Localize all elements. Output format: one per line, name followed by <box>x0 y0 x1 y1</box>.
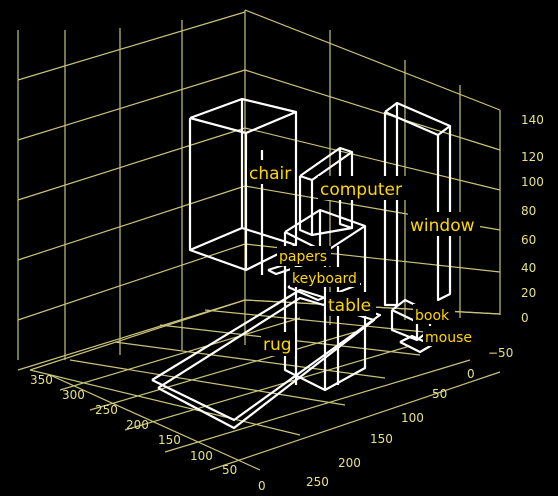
label-table-text: table <box>328 296 371 316</box>
label-chair: chair <box>247 160 291 184</box>
left-axis-ticks: 350 300 250 200 150 100 50 0 <box>30 373 266 493</box>
label-table: table <box>326 292 376 316</box>
left-tick: 350 <box>30 373 53 387</box>
left-tick: 200 <box>126 418 149 432</box>
bottom-right-axis-ticks: 250 200 150 100 50 0 −50 <box>306 346 513 489</box>
bottom-right-tick: −50 <box>488 346 513 360</box>
bottom-right-tick: 50 <box>432 387 447 401</box>
rug-box <box>151 288 382 430</box>
label-computer: computer <box>318 176 410 200</box>
left-tick: 250 <box>95 403 118 417</box>
bottom-right-tick: 250 <box>306 475 329 489</box>
label-window-text: window <box>410 216 475 236</box>
vertical-tick: 140 <box>521 113 544 127</box>
label-keyboard-text: keyboard <box>292 271 357 287</box>
bottom-right-tick: 200 <box>338 456 361 470</box>
left-tick: 300 <box>62 388 85 402</box>
left-tick: 150 <box>158 433 181 447</box>
bottom-right-tick: 150 <box>370 432 393 446</box>
vertical-tick: 80 <box>521 204 536 218</box>
label-rug: rug <box>261 332 295 356</box>
vertical-tick: 20 <box>521 286 536 300</box>
left-tick: 100 <box>190 449 213 463</box>
vertical-tick: 60 <box>521 233 536 247</box>
label-mouse: mouse <box>423 326 475 346</box>
vertical-tick: 120 <box>521 150 544 164</box>
left-tick: 50 <box>222 463 237 477</box>
label-window: window <box>408 212 480 236</box>
label-computer-text: computer <box>320 180 402 200</box>
vertical-tick: 100 <box>521 175 544 189</box>
label-chair-text: chair <box>249 164 291 184</box>
label-book-text: book <box>415 308 450 324</box>
vertical-tick: 40 <box>521 261 536 275</box>
label-book: book <box>413 304 455 324</box>
label-rug-text: rug <box>263 335 292 355</box>
label-mouse-text: mouse <box>425 330 472 346</box>
vertical-axis-ticks: 140 120 100 80 60 40 20 0 <box>521 113 544 325</box>
window-box <box>383 101 452 307</box>
vertical-tick: 0 <box>521 311 529 325</box>
label-papers-text: papers <box>279 249 327 265</box>
label-keyboard: keyboard <box>290 267 360 287</box>
bottom-right-tick: 0 <box>467 367 475 381</box>
bottom-right-tick: 100 <box>401 411 424 425</box>
left-tick: 0 <box>258 479 266 493</box>
label-papers: papers <box>277 246 331 266</box>
